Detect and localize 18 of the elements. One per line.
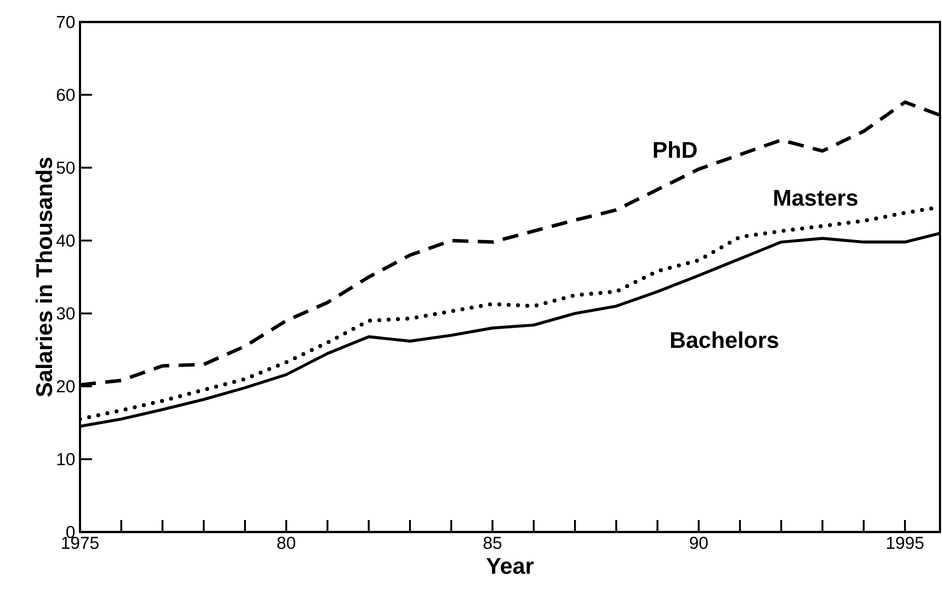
y-tick-label: 0 (66, 526, 75, 538)
series-label: Masters (774, 190, 858, 206)
y-tick-label: 40 (56, 234, 75, 247)
y-axis-title: Salaries in Thousands (36, 158, 52, 397)
y-tick-label: 20 (56, 380, 75, 392)
series-label: Bachelors (671, 331, 778, 348)
y-tick-label: 50 (56, 162, 75, 174)
y-tick-label: 10 (57, 453, 75, 466)
x-tick-label: 85 (484, 536, 502, 549)
x-tick-label: 1995 (886, 536, 924, 549)
y-tick-label: 30 (56, 307, 75, 320)
x-axis-title: Year (486, 558, 534, 574)
x-tick-label: 90 (690, 536, 708, 549)
x-tick-label: 80 (277, 536, 296, 549)
y-tick-label: 60 (56, 88, 75, 101)
y-tick-label: 70 (56, 16, 75, 28)
x-tick-label: 1975 (62, 536, 99, 549)
series-label: PhD (654, 141, 697, 158)
